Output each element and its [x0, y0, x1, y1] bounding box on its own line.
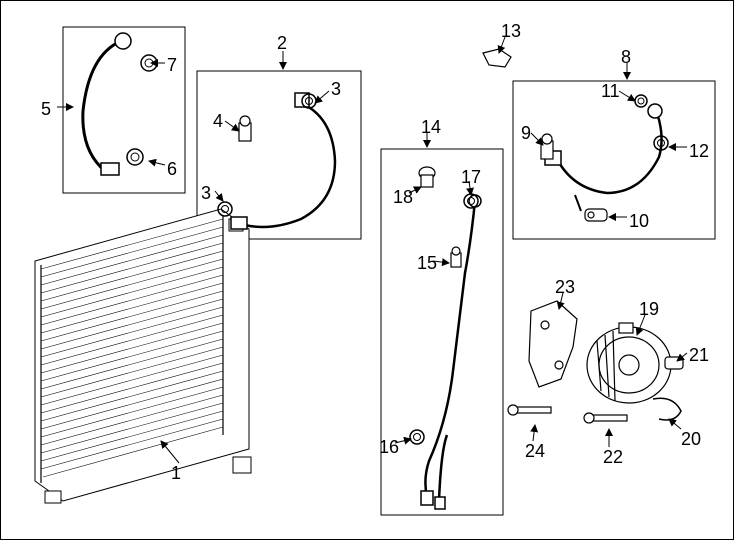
part-oring-7-inner: [145, 59, 153, 67]
callout-label-20: 20: [681, 429, 701, 450]
part-hose-5: [83, 33, 131, 175]
part-bolt-22: [584, 413, 627, 423]
part-cap-18: [419, 167, 435, 187]
callout-label-12: 12: [689, 141, 709, 162]
callout-label-10: 10: [629, 211, 649, 232]
callout-label-8: 8: [621, 47, 631, 68]
callout-label-17: 17: [461, 167, 481, 188]
callout-label-4: 4: [213, 111, 223, 132]
callout-label-24: 24: [525, 441, 545, 462]
part-hose-14: [421, 195, 481, 509]
part-oring-3a: [302, 94, 316, 108]
callout-label-19: 19: [639, 299, 659, 320]
callout-label-22: 22: [603, 447, 623, 468]
callout-label-23: 23: [555, 277, 575, 298]
part-oring-11: [635, 95, 647, 107]
callout-label-13: 13: [501, 21, 521, 42]
part-bracket-10: [585, 209, 607, 221]
callout-label-7: 7: [167, 55, 177, 76]
callout-label-9: 9: [521, 123, 531, 144]
part-sensor-4: [239, 116, 251, 141]
part-compressor-19: [587, 323, 671, 403]
part-plug-21: [665, 357, 683, 369]
callout-leaders: [57, 37, 687, 463]
part-bracket-23: [529, 301, 577, 387]
box-8: [513, 81, 715, 239]
callout-label-16: 16: [379, 437, 399, 458]
part-oring-6-inner: [131, 153, 139, 161]
part-condenser: [35, 209, 251, 503]
callout-label-18: 18: [393, 187, 413, 208]
part-oring-17: [464, 194, 478, 208]
callout-label-11: 11: [601, 81, 620, 102]
callout-label-5: 5: [41, 99, 51, 120]
parts-diagram: [1, 1, 734, 541]
part-oring-12: [654, 136, 668, 150]
part-clip-20: [653, 398, 681, 420]
callout-label-1: 1: [171, 463, 181, 484]
part-clip-13: [483, 49, 511, 67]
part-hose-2: [231, 93, 335, 229]
part-oring-7: [141, 55, 157, 71]
part-sensor-9: [541, 134, 553, 159]
callout-label-2: 2: [277, 33, 287, 54]
part-bolt-24: [508, 405, 551, 415]
callout-label-14: 14: [421, 117, 441, 138]
part-oring-3b: [218, 202, 232, 216]
part-oring-16: [410, 430, 424, 444]
part-oring-6: [127, 149, 143, 165]
callout-label-15: 15: [417, 253, 437, 274]
part-hose-8: [545, 104, 662, 211]
callout-label-3: 3: [331, 79, 341, 100]
callout-label-21: 21: [689, 345, 709, 366]
callout-label-6: 6: [167, 159, 177, 180]
callout-label-3: 3: [201, 183, 211, 204]
part-valve-15: [451, 247, 461, 267]
